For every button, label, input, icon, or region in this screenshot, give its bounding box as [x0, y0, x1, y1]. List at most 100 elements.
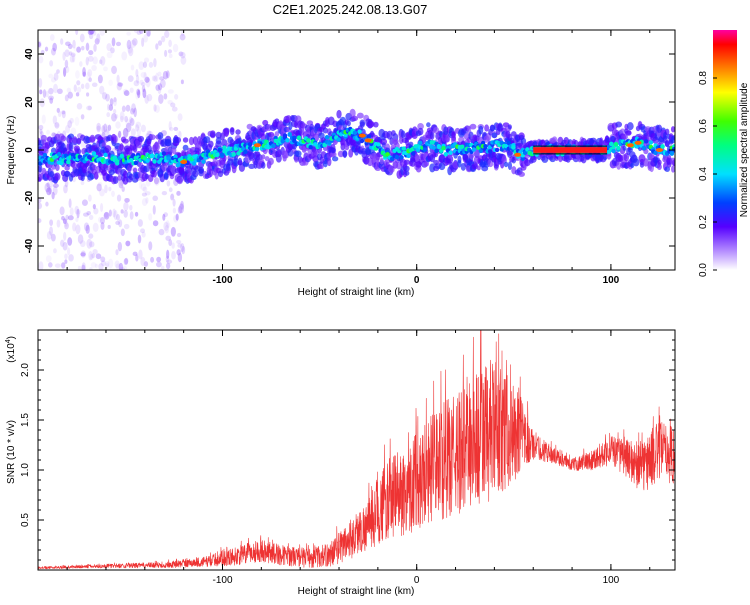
heatmap-speckle: [169, 126, 174, 132]
heatmap-speckle: [137, 234, 142, 244]
heatmap-speckle: [61, 262, 66, 269]
heatmap-speckle: [137, 89, 141, 99]
heatmap-speckle: [65, 125, 71, 134]
heatmap-speckle: [88, 194, 92, 202]
heatmap-speckle: [140, 71, 147, 78]
heatmap-speckle: [128, 46, 134, 57]
heatmap-speckle: [120, 209, 124, 214]
heatmap-speckle: [120, 115, 124, 123]
heatmap-cell: [38, 164, 43, 173]
svg-text:(x104): (x104): [5, 336, 17, 363]
heatmap-speckle: [65, 41, 71, 47]
heatmap-cell: [116, 175, 123, 181]
heatmap-speckle: [156, 256, 162, 263]
heatmap-speckle: [111, 190, 115, 197]
heatmap-cell: [72, 162, 78, 170]
heatmap-cell: [92, 164, 97, 171]
heatmap-speckle: [115, 121, 121, 129]
heatmap-speckle: [74, 116, 80, 126]
heatmap-speckle: [88, 77, 92, 83]
heatmap-cell: [60, 135, 67, 142]
heatmap-cell: [641, 145, 647, 151]
heatmap-speckle: [145, 197, 149, 204]
heatmap-speckle: [100, 256, 106, 263]
heatmap-speckle: [141, 198, 148, 206]
heatmap-speckle: [75, 224, 81, 235]
heatmap-cell: [336, 109, 342, 119]
heatmap-speckle: [101, 125, 106, 134]
heatmap-speckle: [105, 124, 110, 134]
heatmap-speckle: [67, 91, 73, 99]
heatmap-speckle: [153, 177, 160, 185]
heatmap-cell: [418, 140, 423, 146]
heatmap-speckle: [163, 93, 168, 100]
heatmap-cell: [379, 157, 384, 165]
heatmap-speckle: [48, 185, 52, 195]
heatmap-peak: [385, 152, 390, 157]
heatmap-cell: [171, 147, 177, 155]
heatmap-speckle: [88, 233, 94, 239]
heatmap-speckle: [62, 241, 68, 251]
heatmap-speckle: [108, 209, 112, 217]
heatmap-speckle: [108, 104, 114, 111]
heatmap-cell: [389, 137, 394, 146]
heatmap-cell: [103, 152, 108, 158]
heatmap-cell: [229, 127, 235, 136]
heatmap-cell: [159, 173, 166, 183]
heatmap-speckle: [111, 37, 116, 47]
heatmap-speckle: [46, 231, 52, 240]
heatmap-cell: [219, 152, 225, 157]
heatmap-speckle: [151, 75, 156, 82]
heatmap-speckle: [72, 222, 77, 232]
heatmap-speckle: [46, 187, 52, 196]
heatmap-speckle: [124, 257, 129, 265]
heatmap-speckle: [93, 43, 97, 52]
heatmap-cell: [40, 134, 47, 142]
heatmap-cell: [198, 169, 205, 177]
heatmap-speckle: [73, 84, 77, 93]
heatmap-speckle: [142, 186, 148, 193]
heatmap-speckle: [49, 226, 54, 236]
heatmap-speckle: [120, 180, 124, 187]
heatmap-speckle: [167, 89, 174, 94]
heatmap-speckle: [115, 220, 120, 225]
heatmap-speckle: [97, 182, 103, 187]
heatmap-cell: [157, 132, 164, 140]
heatmap-speckle: [75, 30, 79, 36]
y-tick-label: -20: [24, 190, 35, 205]
heatmap-speckle: [162, 70, 169, 80]
heatmap-speckle: [86, 105, 92, 111]
heatmap-speckle: [123, 90, 130, 97]
y-tick-label: 2.0: [20, 363, 31, 377]
colorbar: 0.0 0.2 0.4 0.6 0.8 Normalized spectral ampl…: [698, 30, 750, 277]
heatmap-cell: [653, 150, 658, 156]
heatmap-speckle: [180, 79, 184, 85]
heatmap-speckle: [96, 183, 102, 192]
heatmap-cell: [72, 136, 78, 144]
heatmap-speckle: [89, 267, 93, 270]
heatmap-cell: [119, 153, 125, 158]
y-tick-label: 40: [24, 48, 35, 60]
heatmap-cell: [330, 147, 337, 154]
heatmap-speckle: [119, 111, 125, 121]
heatmap-speckle: [176, 190, 181, 196]
heatmap-speckle: [180, 242, 185, 253]
heatmap-cell: [457, 159, 462, 168]
heatmap-cell: [132, 167, 138, 173]
heatmap-cell: [243, 149, 248, 155]
heatmap-speckle: [107, 224, 111, 230]
heatmap-speckle: [67, 215, 74, 221]
heatmap-speckle: [166, 249, 170, 259]
heatmap-speckle: [106, 43, 112, 52]
heatmap-speckle: [136, 30, 142, 35]
heatmap-cell: [642, 158, 650, 167]
heatmap-speckle: [88, 50, 94, 56]
heatmap-speckle: [87, 105, 92, 111]
heatmap-speckle: [140, 183, 147, 191]
heatmap-speckle: [114, 260, 120, 269]
heatmap-speckle: [166, 180, 171, 187]
colorbar-tick-label: 0.0: [698, 263, 709, 277]
heatmap-speckle: [80, 114, 85, 120]
heatmap-speckle: [69, 207, 74, 216]
y-tick-label: 20: [24, 96, 35, 108]
